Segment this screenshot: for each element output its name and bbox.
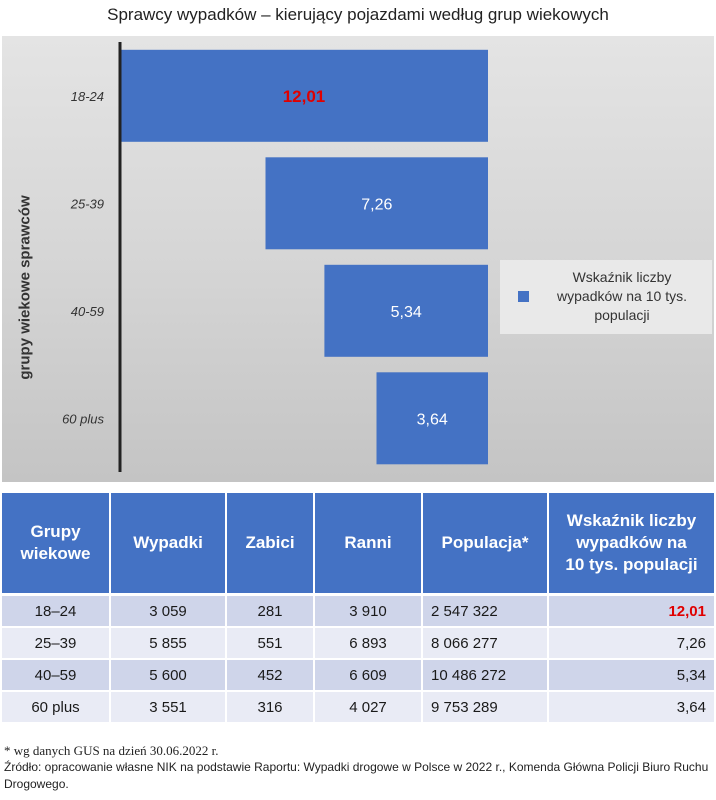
header-killed: Zabici [226,493,315,596]
chart-area: 12,01 18-24 7,26 25-39 5,34 40-59 3,64 60 plus … [2,36,714,482]
legend: Wskaźnik liczby wypadków na 10 tys. popu… [500,260,712,334]
cell-killed: 281 [226,594,315,628]
cell-accidents: 5 855 [110,627,227,660]
table-header-row: Grupy wiekowe Wypadki Zabici Ranni Popula… [2,493,714,596]
cell-killed: 452 [226,659,315,692]
legend-line: Wskaźnik liczby [572,269,672,285]
data-label: 3,64 [417,411,448,428]
cell-accidents: 5 600 [110,659,227,692]
data-label: 12,01 [283,87,326,106]
cell-population: 8 066 277 [422,627,549,660]
category-tick-label: 60 plus [62,411,104,426]
bar-60-plus [376,372,488,465]
legend-swatch [518,291,529,302]
cell-killed: 551 [226,627,315,660]
data-label: 7,26 [361,196,392,213]
cell-injured: 6 893 [314,627,423,660]
y-axis-title: grupy wiekowe sprawców [16,195,34,380]
bar-18-24 [120,49,488,142]
cell-index: 5,34 [548,659,714,692]
cell-age: 18–24 [2,594,111,628]
cell-age: 40–59 [2,659,111,692]
table-row: 40–59 5 600 452 6 609 10 486 272 5,34 [2,659,714,692]
header-age-group: Grupy wiekowe [2,493,111,596]
footnote-asterisk: * wg danych GUS na dzień 30.06.2022 r. [4,743,219,758]
legend-line: populacji [594,307,650,323]
cell-injured: 4 027 [314,691,423,724]
category-tick-label: 25-39 [70,196,104,211]
cell-age: 25–39 [2,627,111,660]
cell-age: 60 plus [2,691,111,724]
bar-25-39 [265,157,488,250]
header-population: Populacja* [422,493,549,596]
cell-killed: 316 [226,691,315,724]
bar-40-59 [324,264,488,357]
table-row: 60 plus 3 551 316 4 027 9 753 289 3,64 [2,691,714,724]
cell-accidents: 3 059 [110,594,227,628]
header-index: Wskaźnik liczby wypadków na 10 tys. popula… [548,493,714,596]
cell-index: 3,64 [548,691,714,724]
cell-population: 10 486 272 [422,659,549,692]
data-label: 5,34 [391,304,422,321]
header-accidents: Wypadki [110,493,227,596]
category-tick-label: 40-59 [71,304,104,319]
cell-index: 12,01 [548,594,714,628]
cell-population: 9 753 289 [422,691,549,724]
cell-injured: 6 609 [314,659,423,692]
legend-text: Wskaźnik liczby wypadków na 10 tys. popu… [538,268,706,325]
table-row: 18–24 3 059 281 3 910 2 547 322 12,01 [2,594,714,628]
data-table: Grupy wiekowe Wypadki Zabici Ranni Popula… [2,493,714,724]
chart-title: Sprawcy wypadków – kierujący pojazdami w… [107,5,609,24]
header-injured: Ranni [314,493,423,596]
bar-chart: 12,01 18-24 7,26 25-39 5,34 40-59 3,64 60 plus [62,42,488,472]
footnote-source: Źródło: opracowanie własne NIK na podsta… [4,760,709,791]
footnote: * wg danych GUS na dzień 30.06.2022 r. Ź… [4,742,712,793]
legend-line: wypadków na 10 tys. [557,288,687,304]
cell-injured: 3 910 [314,594,423,628]
cell-accidents: 3 551 [110,691,227,724]
cell-population: 2 547 322 [422,594,549,628]
cell-index: 7,26 [548,627,714,660]
table-row: 25–39 5 855 551 6 893 8 066 277 7,26 [2,627,714,660]
category-tick-label: 18-24 [71,89,104,104]
